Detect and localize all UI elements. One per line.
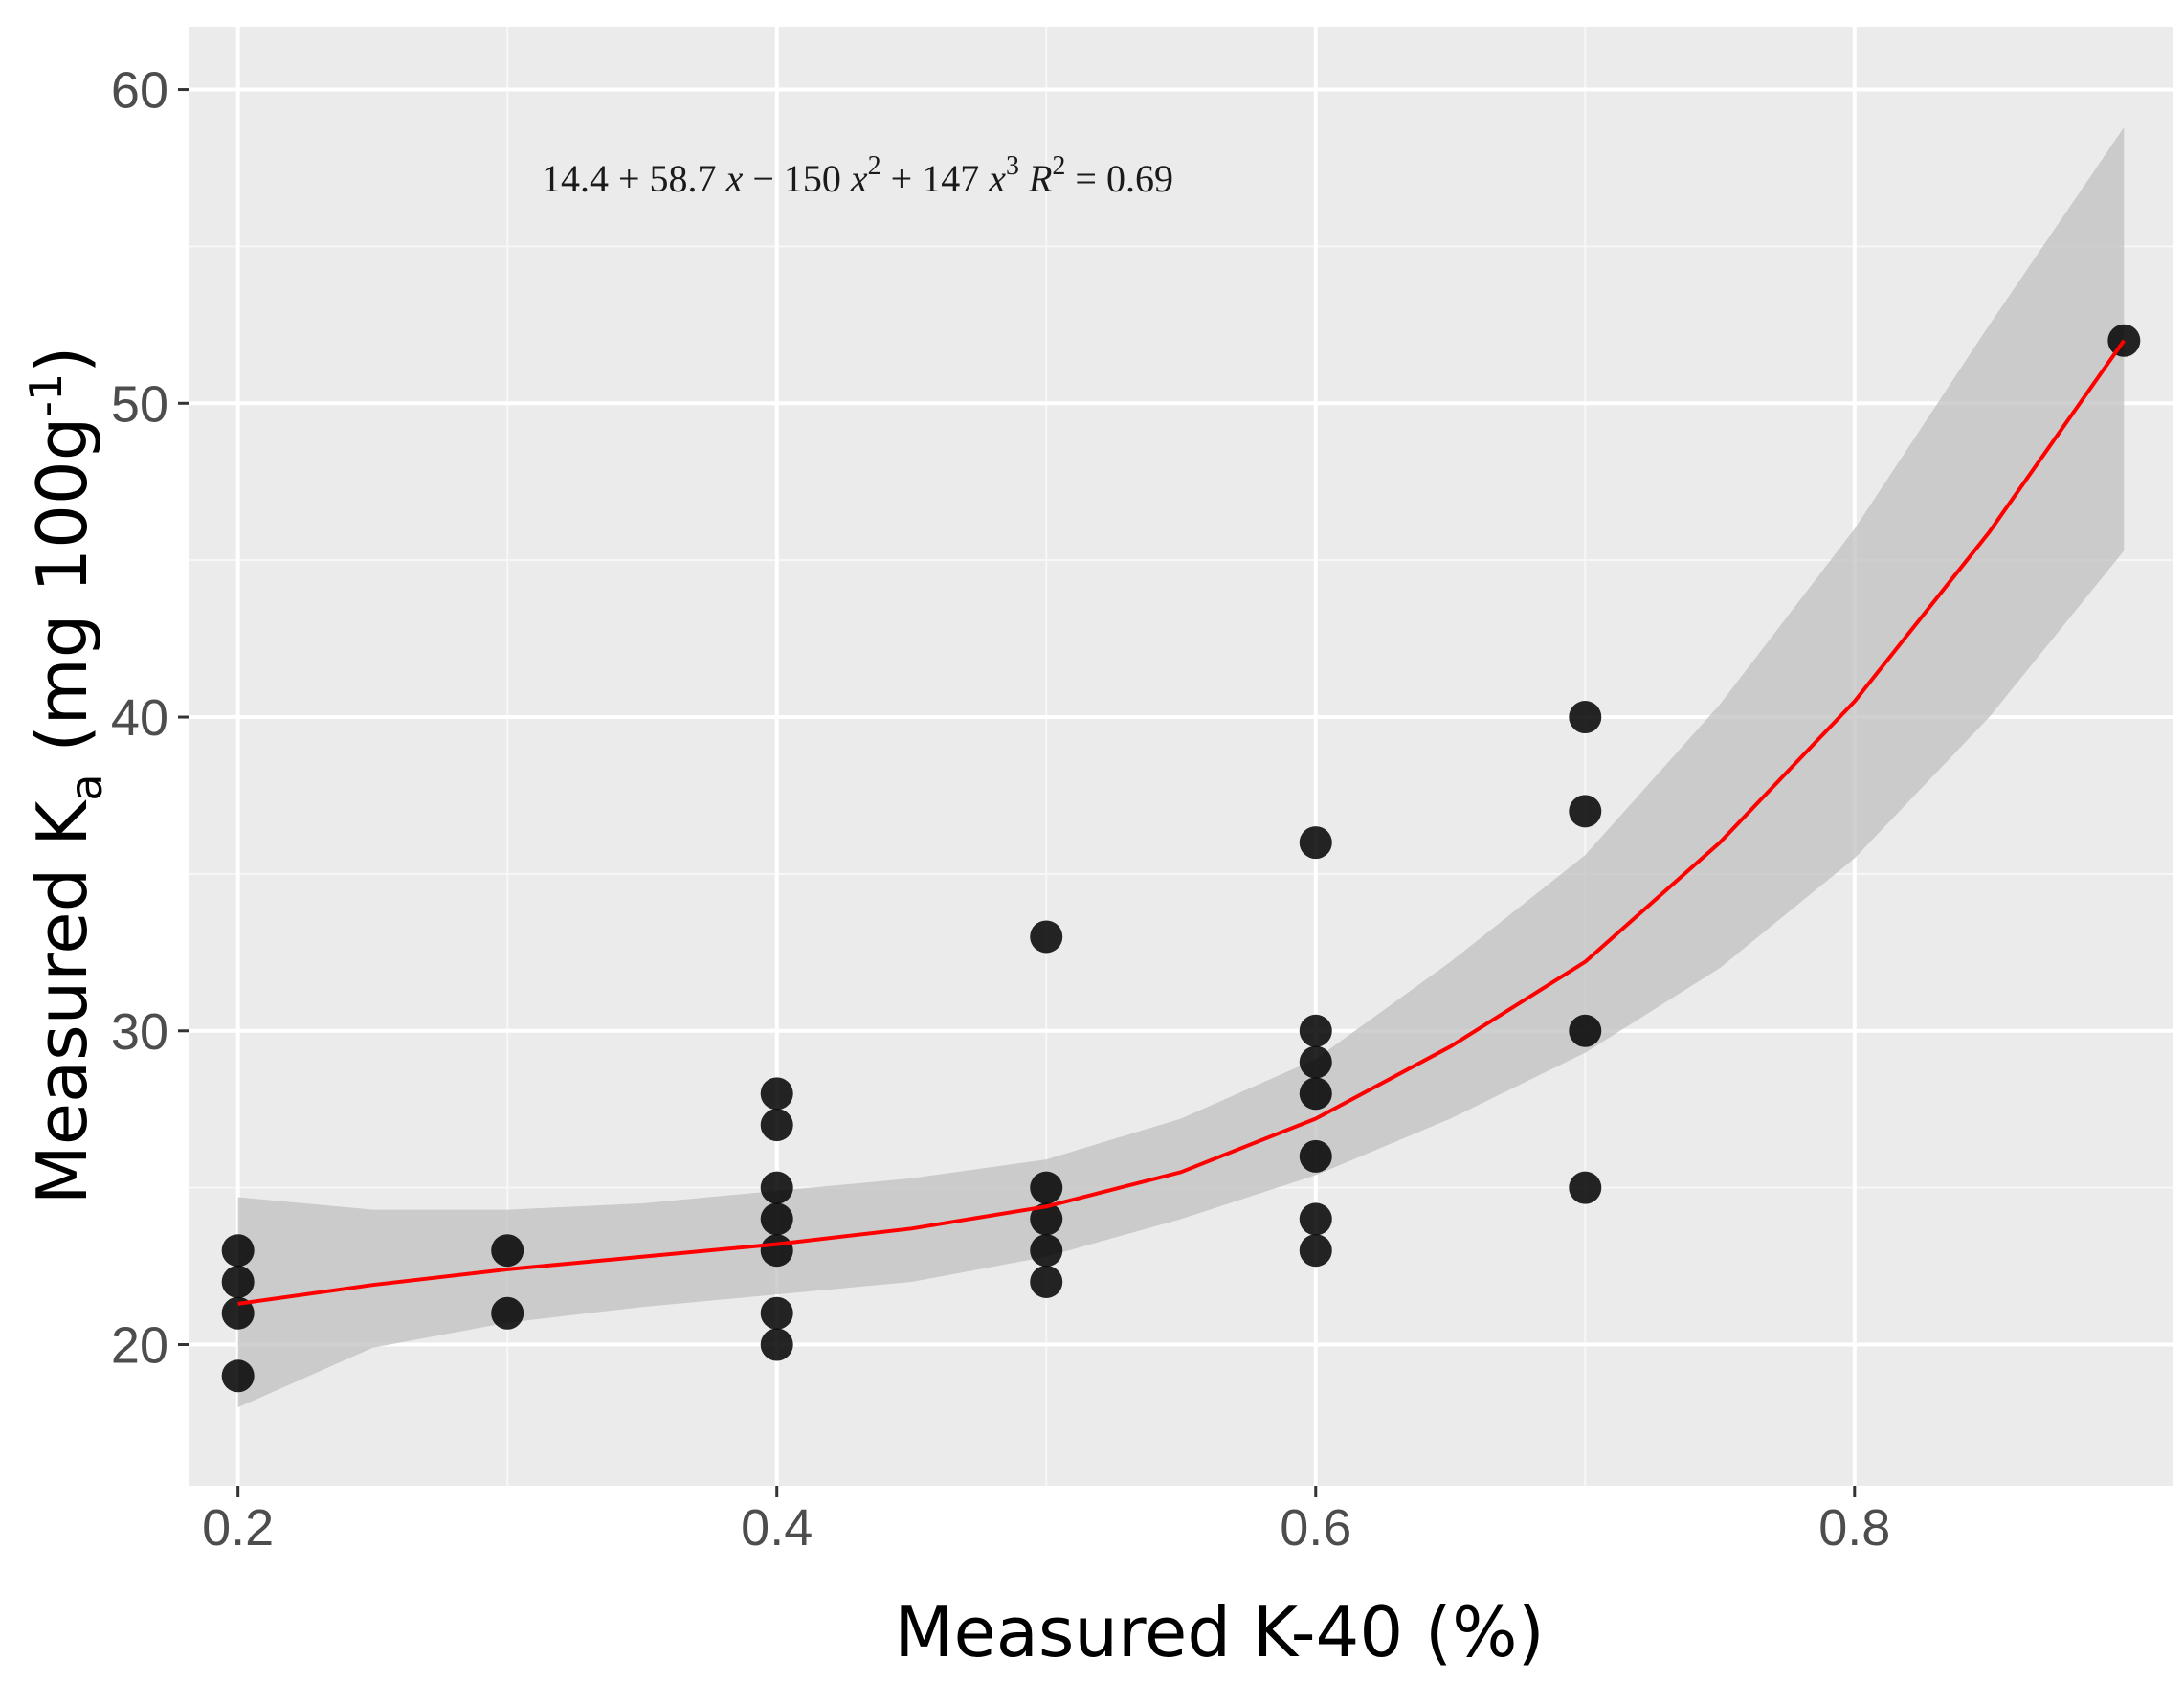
data-point: [1299, 826, 1332, 860]
x-axis-ticks: 0.2 0.4 0.6 0.8: [202, 1486, 1890, 1557]
data-point: [491, 1234, 524, 1268]
x-axis-title: Measured K-40 (%): [894, 1592, 1544, 1672]
y-axis-title-superscript: -1: [20, 373, 72, 417]
equation-part: [1019, 157, 1029, 200]
equation-part: = 0.69: [1065, 157, 1173, 200]
x-tick-label: 0.8: [1818, 1499, 1890, 1557]
data-point: [491, 1296, 524, 1330]
data-point: [1299, 1139, 1332, 1173]
data-point: [221, 1265, 255, 1298]
equation-part: x: [725, 157, 744, 200]
data-point: [1030, 1171, 1063, 1204]
y-axis-title-unit: (mg 100g: [22, 417, 102, 774]
data-point: [1569, 1171, 1602, 1204]
y-tick-label: 20: [111, 1317, 168, 1375]
equation-part: x: [988, 157, 1006, 200]
y-axis-title-subscript: a: [60, 774, 112, 800]
data-point: [1030, 1234, 1063, 1268]
y-tick-label: 30: [111, 1003, 168, 1061]
data-point: [760, 1328, 793, 1361]
data-point: [1299, 1014, 1332, 1047]
equation-part: R: [1028, 157, 1052, 200]
data-point: [221, 1234, 255, 1268]
y-axis-title-close: ): [22, 347, 102, 373]
equation-part: − 150: [743, 157, 851, 200]
data-point: [760, 1234, 793, 1268]
data-point: [1299, 1202, 1332, 1236]
data-point: [760, 1109, 793, 1142]
y-tick-label: 40: [111, 689, 168, 747]
x-tick-label: 0.4: [741, 1499, 813, 1557]
data-point: [1030, 1202, 1063, 1236]
data-point: [221, 1359, 255, 1393]
equation-part: 14.4 + 58.7: [542, 157, 726, 200]
data-point: [1030, 920, 1063, 954]
x-tick-label: 0.2: [202, 1499, 274, 1557]
equation-part: x: [850, 157, 868, 200]
data-point: [760, 1077, 793, 1111]
equation-part: 2: [1052, 151, 1065, 181]
data-point: [1299, 1234, 1332, 1268]
fit-curve: [237, 339, 2126, 1306]
data-point: [1299, 1045, 1332, 1079]
data-point: [760, 1202, 793, 1236]
data-points: [221, 324, 2141, 1393]
data-point: [221, 1296, 255, 1330]
equation-part: 3: [1006, 151, 1019, 181]
y-tick-label: 50: [111, 375, 168, 433]
regression-equation: 14.4 + 58.7 x − 150 x2 + 147 x3 R2 = 0.6…: [542, 151, 1173, 200]
data-point: [1030, 1265, 1063, 1298]
equation-part: + 147: [881, 157, 990, 200]
data-point: [760, 1171, 793, 1204]
y-axis-title: Measured Ka (mg 100g-1): [20, 347, 112, 1205]
data-point: [1569, 1014, 1602, 1047]
data-point: [760, 1296, 793, 1330]
data-point: [1299, 1077, 1332, 1111]
x-tick-label: 0.6: [1280, 1499, 1351, 1557]
y-tick-label: 60: [111, 62, 168, 120]
equation-part: 2: [868, 151, 881, 181]
data-point: [1569, 701, 1602, 734]
y-axis-ticks: 20 30 40 50 60: [111, 62, 189, 1375]
data-point: [1569, 795, 1602, 828]
y-axis-title-main: Measured K: [22, 799, 102, 1205]
